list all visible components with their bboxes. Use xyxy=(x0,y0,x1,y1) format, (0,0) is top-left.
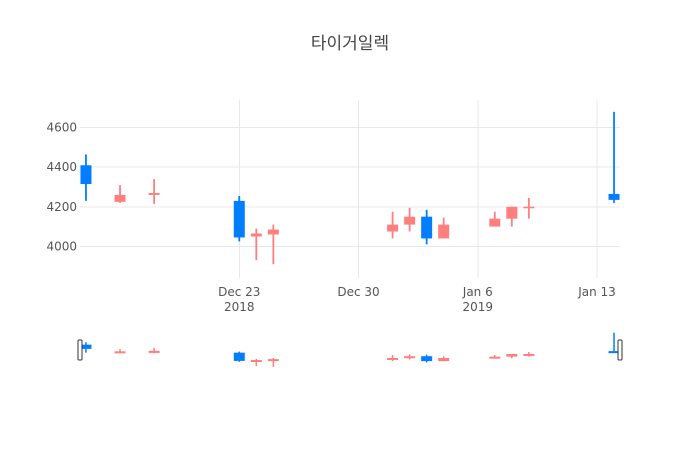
candle-body xyxy=(421,216,433,239)
x-tick-label: Dec 23 xyxy=(218,285,260,299)
candle-body xyxy=(506,206,518,219)
x-tick-label: Jan 6 xyxy=(462,285,493,299)
candle xyxy=(421,209,433,245)
candle xyxy=(148,179,160,204)
slider-candle xyxy=(608,332,620,354)
slider-candle-body xyxy=(438,358,450,362)
slider-candle xyxy=(80,342,92,353)
range-slider[interactable] xyxy=(77,332,623,367)
candle-body xyxy=(404,216,416,225)
candle xyxy=(114,185,126,203)
candle xyxy=(80,154,92,201)
slider-candle xyxy=(523,352,535,357)
candle-body xyxy=(250,233,262,237)
grid-layer xyxy=(80,100,620,278)
slider-candle xyxy=(250,358,262,366)
slider-candle xyxy=(438,356,450,362)
candle xyxy=(404,207,416,232)
slider-candle-body xyxy=(387,358,399,360)
slider-candle xyxy=(421,354,433,363)
y-tick-label: 4000 xyxy=(46,239,77,253)
slider-candle xyxy=(506,354,518,359)
candle xyxy=(387,211,399,239)
y-axis: 4000 4200 4400 4600 xyxy=(46,121,77,254)
slider-candle xyxy=(404,354,416,360)
slider-candle-body xyxy=(267,359,279,362)
candle-body xyxy=(233,200,245,238)
candle xyxy=(267,224,279,265)
candle-body xyxy=(523,206,535,209)
slider-candle xyxy=(267,358,279,367)
chart-title: 타이거일렉 xyxy=(311,34,389,54)
candle-body xyxy=(387,224,399,232)
range-slider-left-handle[interactable] xyxy=(77,339,83,361)
slider-candle-body xyxy=(608,351,620,354)
x-tick-label: Jan 13 xyxy=(577,285,616,299)
candle xyxy=(506,206,518,227)
candle-body xyxy=(114,194,126,202)
slider-candle-body xyxy=(523,354,535,356)
candle xyxy=(233,195,245,242)
y-tick-label: 4200 xyxy=(46,200,77,214)
slider-candle xyxy=(148,347,160,354)
slider-candle-body xyxy=(250,360,262,362)
candle xyxy=(608,111,620,203)
y-tick-label: 4600 xyxy=(46,121,77,135)
slider-candle-body xyxy=(233,352,245,361)
slider-candle-body xyxy=(148,350,160,353)
candle xyxy=(523,197,535,219)
slider-candle xyxy=(387,355,399,362)
candle-body xyxy=(489,218,501,227)
x-tick-label: Dec 30 xyxy=(337,285,379,299)
candle xyxy=(438,217,450,239)
candle-body xyxy=(608,193,620,200)
candle xyxy=(489,211,501,227)
slider-candle xyxy=(233,351,245,362)
slider-candle-body xyxy=(80,344,92,349)
candle-body xyxy=(148,192,160,195)
candle-body xyxy=(438,224,450,239)
slider-candle xyxy=(489,355,501,359)
range-slider-right-handle[interactable] xyxy=(617,339,623,361)
candle xyxy=(250,228,262,261)
x-tick-year-label: 2018 xyxy=(224,300,255,314)
slider-candle-body xyxy=(506,354,518,357)
y-tick-label: 4400 xyxy=(46,160,77,174)
slider-candle-body xyxy=(404,356,416,359)
slider-candle xyxy=(114,349,126,354)
x-tick-year-label: 2019 xyxy=(462,300,493,314)
candles xyxy=(80,111,620,265)
candle-body xyxy=(267,229,279,235)
slider-candle-body xyxy=(489,356,501,359)
candle-body xyxy=(80,165,92,185)
slider-candle-body xyxy=(421,356,433,362)
slider-candle-body xyxy=(114,351,126,354)
